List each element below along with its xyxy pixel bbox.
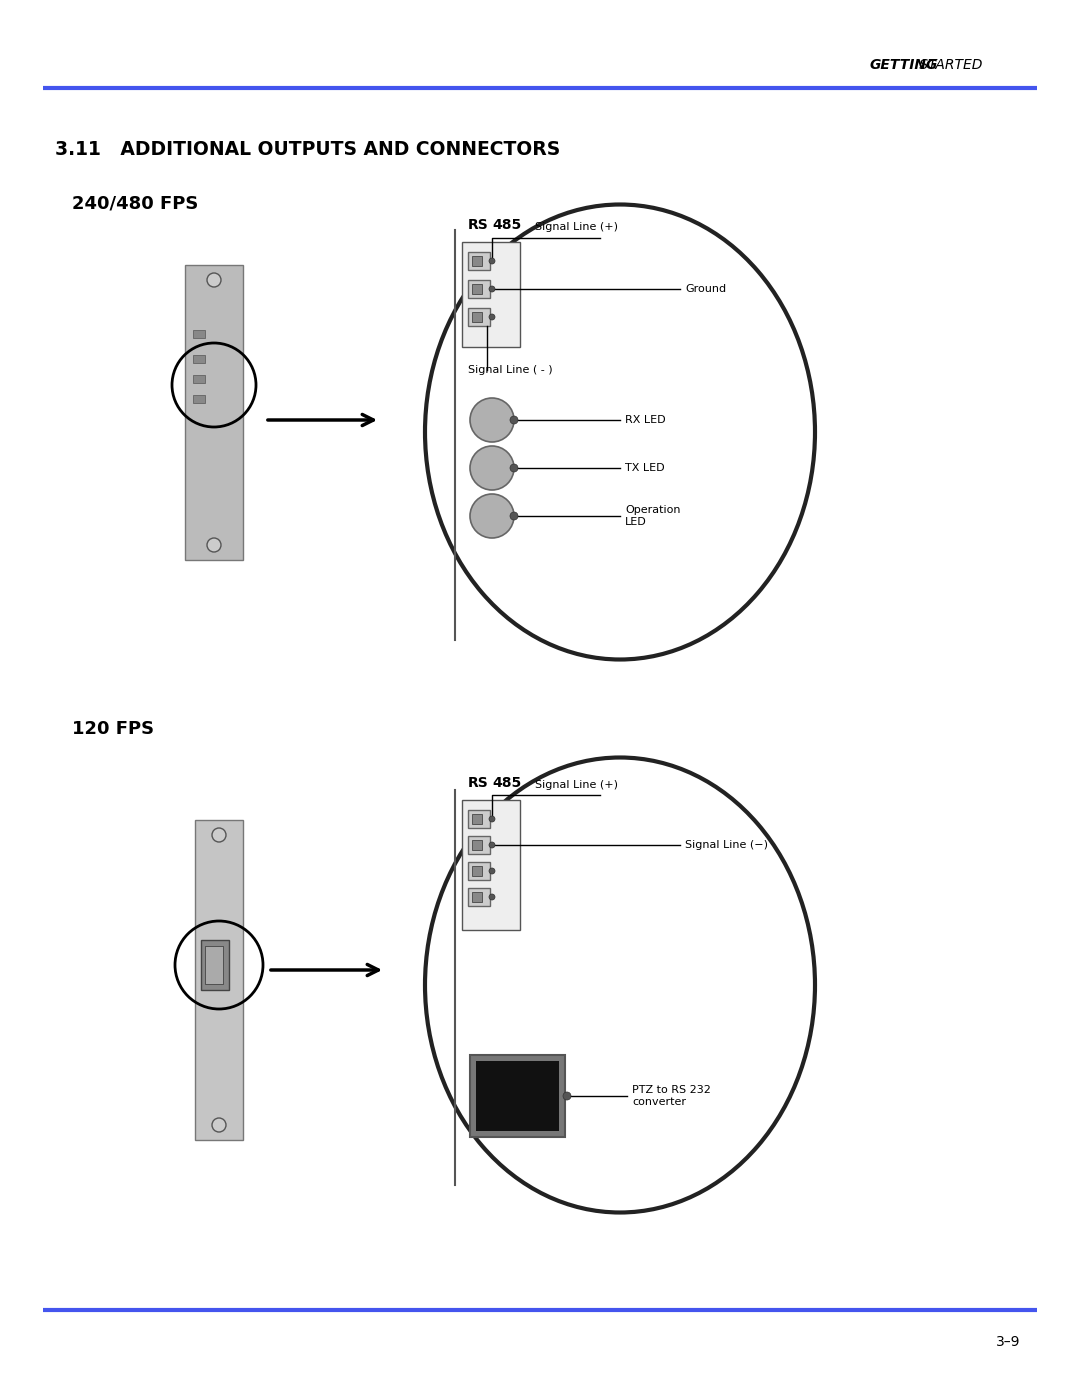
Bar <box>472 312 482 321</box>
Bar <box>193 330 205 338</box>
Text: Signal Line (−): Signal Line (−) <box>685 840 768 849</box>
Bar <box>472 256 482 265</box>
Text: RS: RS <box>468 775 489 789</box>
Bar <box>468 307 490 326</box>
Bar <box>472 866 482 876</box>
Bar <box>201 940 229 990</box>
Bar <box>470 1055 565 1137</box>
Text: GETTING: GETTING <box>870 59 939 73</box>
Ellipse shape <box>426 757 815 1213</box>
Circle shape <box>489 868 495 875</box>
Circle shape <box>489 816 495 821</box>
Text: RS: RS <box>468 218 489 232</box>
Bar <box>476 1060 559 1132</box>
Circle shape <box>212 1118 226 1132</box>
Bar <box>462 242 519 346</box>
Circle shape <box>510 464 518 472</box>
Text: 3–9: 3–9 <box>996 1336 1020 1350</box>
Bar <box>468 862 490 880</box>
Circle shape <box>212 828 226 842</box>
Circle shape <box>510 416 518 425</box>
Circle shape <box>489 894 495 900</box>
Circle shape <box>207 538 221 552</box>
Text: 120 FPS: 120 FPS <box>72 719 154 738</box>
Text: Operation
LED: Operation LED <box>625 506 680 527</box>
Text: Signal Line ( - ): Signal Line ( - ) <box>468 365 553 374</box>
Circle shape <box>489 258 495 264</box>
Circle shape <box>489 842 495 848</box>
Text: TX LED: TX LED <box>625 462 664 474</box>
Bar <box>468 888 490 907</box>
Bar <box>468 279 490 298</box>
Text: 485: 485 <box>492 775 522 789</box>
Circle shape <box>489 286 495 292</box>
Bar <box>462 800 519 930</box>
Ellipse shape <box>426 204 815 659</box>
Text: STARTED: STARTED <box>915 59 983 73</box>
Circle shape <box>470 398 514 441</box>
Circle shape <box>489 314 495 320</box>
Bar <box>472 840 482 849</box>
Text: Ground: Ground <box>685 284 726 293</box>
Text: 240/480 FPS: 240/480 FPS <box>72 196 199 212</box>
Bar <box>193 374 205 383</box>
Text: Signal Line (+): Signal Line (+) <box>535 222 618 232</box>
Bar <box>193 355 205 363</box>
Bar <box>472 284 482 293</box>
Bar <box>472 814 482 824</box>
Text: RX LED: RX LED <box>625 415 665 425</box>
Circle shape <box>563 1092 571 1099</box>
Text: 485: 485 <box>492 218 522 232</box>
Text: 3.11   ADDITIONAL OUTPUTS AND CONNECTORS: 3.11 ADDITIONAL OUTPUTS AND CONNECTORS <box>55 140 561 159</box>
Bar <box>195 820 243 1140</box>
Bar <box>205 946 222 983</box>
Bar <box>193 395 205 402</box>
Text: PTZ to RS 232
converter: PTZ to RS 232 converter <box>632 1085 711 1106</box>
Bar <box>468 835 490 854</box>
Bar <box>468 810 490 828</box>
Bar <box>185 265 243 560</box>
Circle shape <box>207 272 221 286</box>
Bar <box>472 893 482 902</box>
Text: Signal Line (+): Signal Line (+) <box>535 780 618 789</box>
Circle shape <box>510 511 518 520</box>
Bar <box>468 251 490 270</box>
Circle shape <box>470 446 514 490</box>
Circle shape <box>470 495 514 538</box>
